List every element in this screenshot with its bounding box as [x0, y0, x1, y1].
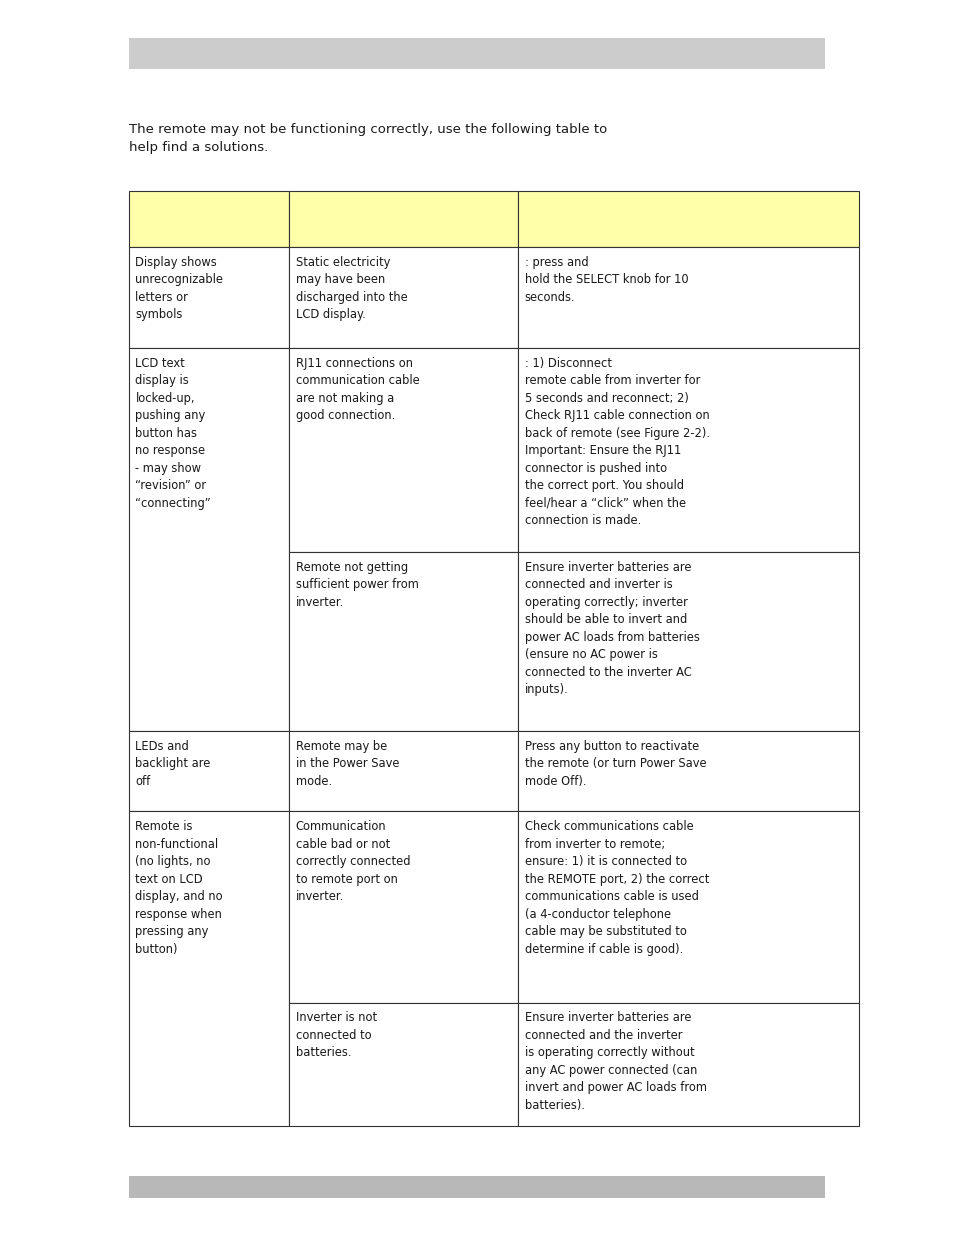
- Bar: [289, 191, 517, 247]
- Bar: [289, 552, 517, 731]
- Text: Remote is
non-functional
(no lights, no
text on LCD
display, and no
response whe: Remote is non-functional (no lights, no …: [135, 820, 223, 956]
- Bar: [289, 348, 517, 552]
- Text: Remote not getting
sufficient power from
inverter.: Remote not getting sufficient power from…: [295, 561, 418, 609]
- Text: : 1) Disconnect
remote cable from inverter for
5 seconds and reconnect; 2)
Check: : 1) Disconnect remote cable from invert…: [524, 357, 709, 527]
- Text: Communication
cable bad or not
correctly connected
to remote port on
inverter.: Communication cable bad or not correctly…: [295, 820, 410, 903]
- Bar: [289, 731, 517, 811]
- Text: : press and
hold the SELECT knob for 10
seconds.: : press and hold the SELECT knob for 10 …: [524, 256, 688, 304]
- Bar: [129, 1176, 824, 1198]
- Bar: [129, 731, 289, 811]
- Text: LCD text
display is
locked-up,
pushing any
button has
no response
- may show
“re: LCD text display is locked-up, pushing a…: [135, 357, 211, 510]
- Bar: [517, 348, 858, 552]
- Bar: [517, 191, 858, 247]
- Bar: [289, 247, 517, 348]
- Bar: [129, 348, 289, 731]
- Text: LEDs and
backlight are
off: LEDs and backlight are off: [135, 740, 211, 788]
- Bar: [517, 1003, 858, 1126]
- Text: The remote may not be functioning correctly, use the following table to
help fin: The remote may not be functioning correc…: [129, 124, 606, 154]
- Text: Ensure inverter batteries are
connected and the inverter
is operating correctly : Ensure inverter batteries are connected …: [524, 1011, 706, 1112]
- Bar: [517, 731, 858, 811]
- Bar: [517, 811, 858, 1003]
- Bar: [289, 811, 517, 1003]
- Text: Press any button to reactivate
the remote (or turn Power Save
mode Off).: Press any button to reactivate the remot…: [524, 740, 705, 788]
- Text: RJ11 connections on
communication cable
are not making a
good connection.: RJ11 connections on communication cable …: [295, 357, 419, 422]
- Text: Check communications cable
from inverter to remote;
ensure: 1) it is connected t: Check communications cable from inverter…: [524, 820, 708, 956]
- Bar: [129, 247, 289, 348]
- Bar: [517, 247, 858, 348]
- Bar: [517, 552, 858, 731]
- Bar: [129, 38, 824, 69]
- Bar: [129, 811, 289, 1126]
- Bar: [289, 1003, 517, 1126]
- Bar: [129, 191, 289, 247]
- Text: Ensure inverter batteries are
connected and inverter is
operating correctly; inv: Ensure inverter batteries are connected …: [524, 561, 699, 697]
- Text: Remote may be
in the Power Save
mode.: Remote may be in the Power Save mode.: [295, 740, 398, 788]
- Text: Inverter is not
connected to
batteries.: Inverter is not connected to batteries.: [295, 1011, 376, 1060]
- Text: Display shows
unrecognizable
letters or
symbols: Display shows unrecognizable letters or …: [135, 256, 223, 321]
- Text: Static electricity
may have been
discharged into the
LCD display.: Static electricity may have been dischar…: [295, 256, 407, 321]
